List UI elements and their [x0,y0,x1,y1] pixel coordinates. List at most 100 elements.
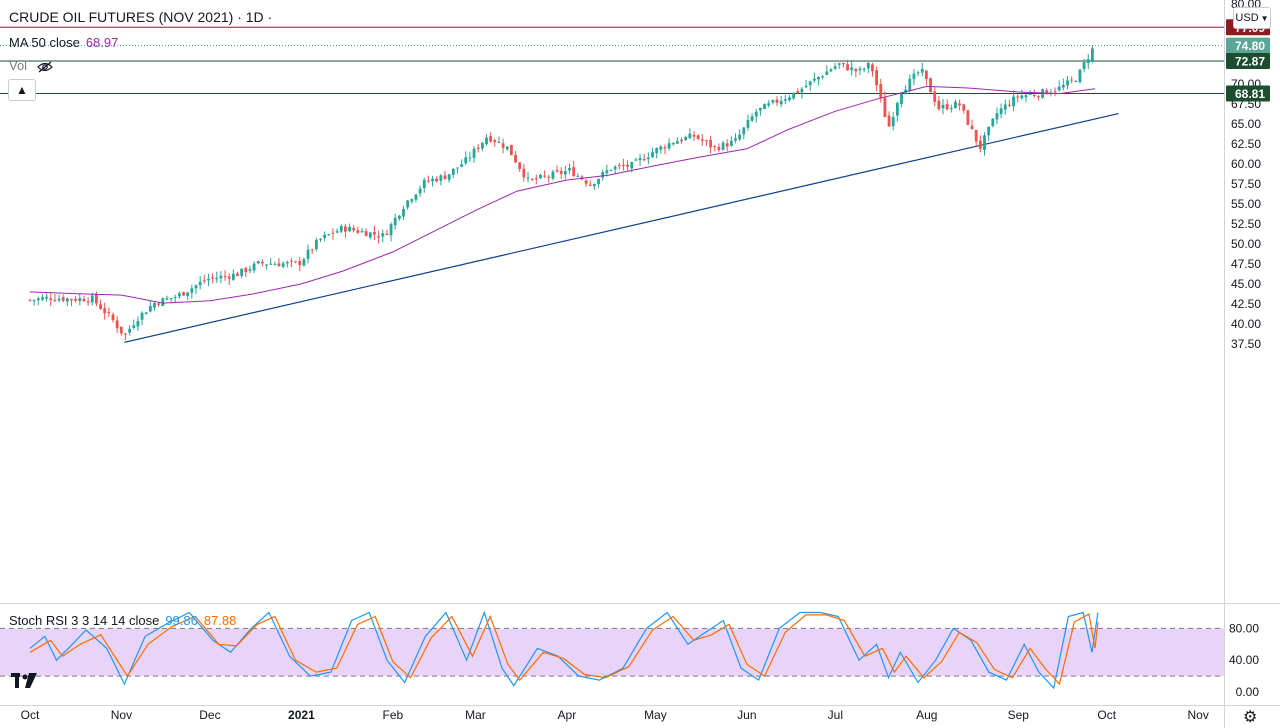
stoch-rsi-legend[interactable]: Stoch RSI 3 3 14 14 close 99.86 87.88 [9,613,236,628]
candle-up [252,263,256,271]
candle-down [277,263,281,267]
candle-up [1061,84,1065,88]
stoch-rsi-d-value: 87.88 [203,613,237,628]
price-axis-label: 72.87 [1235,55,1265,69]
candle-up [190,288,194,293]
price-axis-label-bg [1226,85,1270,102]
candle-up [688,133,692,139]
candle-up [1041,89,1044,98]
candle-up [1066,80,1069,86]
stoch-rsi-label: Stoch RSI 3 3 14 14 close [9,613,160,628]
chevron-down-icon: ▼ [1260,13,1269,23]
rsi-tick-label: 80.00 [1229,621,1259,635]
candle-up [240,268,244,276]
candle-down [1032,94,1036,96]
candle-up [447,174,451,180]
candle-up [651,152,654,158]
time-tick-label: Sep [1008,708,1030,722]
candle-down [970,125,974,129]
candle-down [352,228,356,231]
candle-up [999,108,1003,115]
candle-up [194,285,198,289]
candle-up [593,184,596,187]
candle-up [759,107,762,111]
ma-legend[interactable]: MA 50 close 68.97 [9,35,118,50]
candle-down [958,103,961,106]
symbol-title[interactable]: CRUDE OIL FUTURES (NOV 2021) · 1D · [9,9,272,25]
candle-down [356,230,360,233]
candle-up [431,178,434,182]
candle-up [360,231,364,233]
candle-down [974,129,978,142]
candle-down [622,164,625,166]
candle-down [427,180,430,182]
tradingview-logo-icon[interactable] [10,670,40,692]
candle-down [182,292,185,296]
candle-down [385,233,389,235]
candle-up [1003,104,1007,110]
candle-up [738,134,742,140]
candle-up [456,167,459,169]
candle-up [1091,48,1094,61]
candle-down [373,231,376,235]
rsi-tick-label: 40.00 [1229,653,1259,667]
currency-selector[interactable]: USD ▼ [1233,7,1271,29]
candle-up [1028,93,1032,95]
candle-up [265,264,268,266]
candle-up [783,99,787,101]
candle-up [422,179,426,188]
candle-up [132,325,136,328]
time-tick-label: Oct [21,708,40,722]
eye-off-icon[interactable] [36,61,53,73]
candle-up [638,158,642,161]
candle-down [310,249,314,251]
candle-up [480,142,484,149]
candle-down [103,308,107,314]
candle-up [414,194,418,200]
price-tick-label: 45.00 [1231,277,1261,291]
candle-up [41,297,44,300]
candle-up [850,67,854,71]
ma50-line [29,85,1096,304]
time-tick-label: Feb [383,708,404,722]
candle-down [966,110,970,125]
candle-up [1020,95,1024,99]
candle-down [53,300,57,302]
price-tick-label: 37.50 [1231,337,1261,351]
price-tick-label: 65.00 [1231,117,1261,131]
candle-up [464,157,468,164]
candle-down [887,115,891,127]
candle-down [82,298,86,302]
candle-up [148,306,152,312]
candle-down [290,260,293,262]
candle-up [1024,95,1028,98]
candle-up [285,262,289,264]
candle-up [389,224,393,236]
candle-up [829,69,833,72]
volume-legend[interactable]: Vol [9,58,53,73]
candle-down [626,164,629,167]
collapse-legend-button[interactable]: ▲ [8,79,36,101]
candle-up [576,175,580,177]
candle-down [493,140,497,143]
candle-down [510,144,513,156]
candle-up [207,278,210,281]
candle-down [476,147,480,149]
candle-up [468,157,472,159]
candle-up [460,164,463,167]
candle-down [543,175,546,177]
time-tick-label: Apr [558,708,577,722]
candle-down [680,139,683,142]
candle-up [169,298,173,300]
time-tick-label: May [644,708,667,722]
candle-up [983,135,986,150]
candle-down [298,260,302,266]
candle-up [792,92,795,99]
candle-up [57,298,61,301]
candle-up [90,295,94,303]
candle-down [530,178,534,180]
gear-icon[interactable]: ⚙ [1243,709,1258,726]
candle-up [1082,62,1086,70]
candle-down [617,165,621,167]
candle-up [655,148,659,154]
